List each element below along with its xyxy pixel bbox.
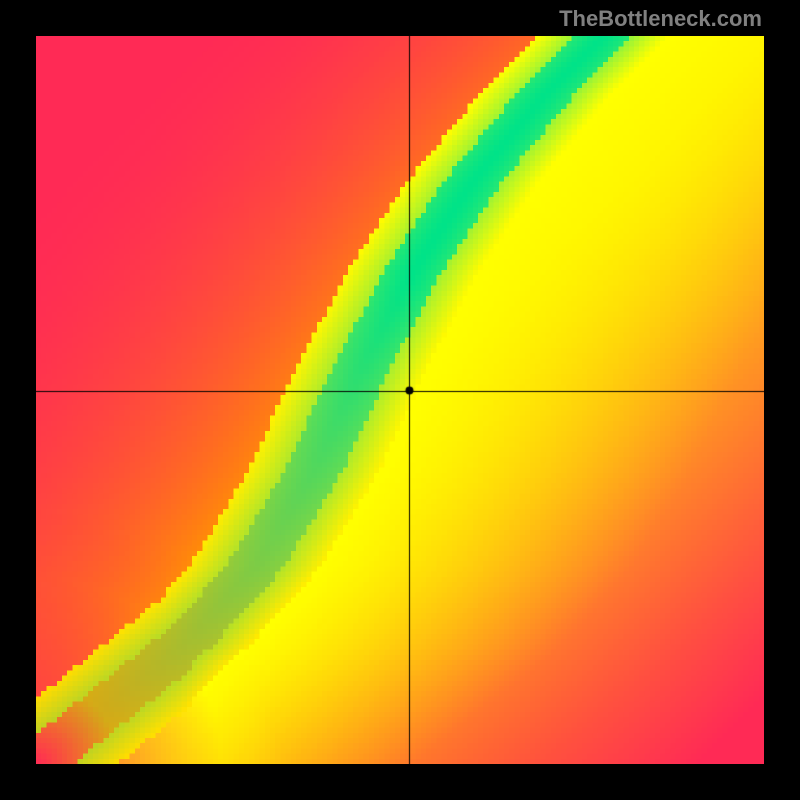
- bottleneck-heatmap: [36, 36, 764, 764]
- chart-container: TheBottleneck.com: [0, 0, 800, 800]
- attribution-text: TheBottleneck.com: [559, 6, 762, 32]
